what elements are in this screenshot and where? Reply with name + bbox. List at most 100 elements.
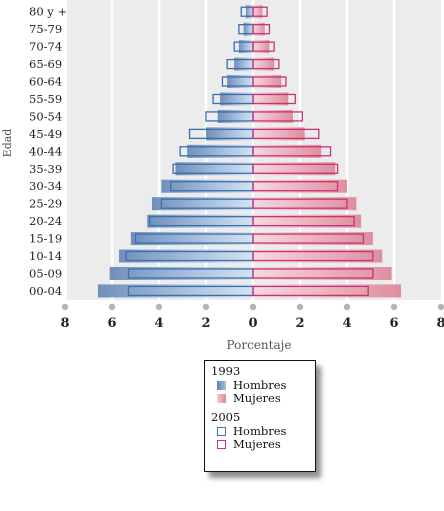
bar-hombres-1993-40-44	[187, 144, 253, 158]
age-label-65-69: 65-69	[29, 57, 62, 71]
bar-mujeres-2005-25-29	[252, 198, 348, 209]
bar-mujeres-1993-70-74	[253, 40, 270, 54]
bar-mujeres-1993-15-19	[253, 232, 373, 246]
y-axis-title: Edad	[1, 129, 14, 158]
age-label-75-79: 75-79	[29, 22, 62, 36]
tick-dot-4	[249, 303, 257, 311]
bar-mujeres-2005-50-54	[252, 111, 303, 122]
bar-hombres-1993-65-69	[234, 57, 253, 71]
age-label-45-49: 45-49	[29, 127, 62, 141]
age-label-30-34: 30-34	[29, 179, 62, 193]
age-label-10-14: 10-14	[29, 249, 62, 263]
bar-mujeres-2005-75-79	[252, 24, 271, 35]
tick-dot-1	[108, 303, 116, 311]
tick-label-4: 0	[248, 316, 257, 331]
legend-item-hombres-2005: Hombres	[217, 425, 309, 438]
age-label-40-44: 40-44	[29, 144, 62, 158]
tick-dot-3	[202, 303, 210, 311]
bar-mujeres-1993-60-64	[253, 75, 282, 89]
age-label-55-59: 55-59	[29, 92, 62, 106]
x-axis: 8 6 4 2 0 2 4 6 8	[60, 303, 444, 331]
legend-item-mujeres-1993: Mujeres	[217, 392, 309, 405]
legend: 1993 Hombres Mujeres 2005 Hombres Mujere…	[204, 360, 316, 472]
bar-mujeres-2005-05-09	[252, 268, 374, 279]
bar-hombres-1993-00-04	[97, 284, 254, 298]
age-labels: 00-04 05-09 10-14 15-19 20-24 25-29 30-34 35-39…	[29, 5, 67, 298]
bar-mujeres-1993-25-29	[253, 197, 357, 211]
bar-hombres-1993-75-79	[243, 22, 253, 36]
bar-hombres-1993-50-54	[217, 109, 253, 123]
bar-mujeres-2005-00-04	[252, 285, 369, 297]
age-label-15-19: 15-19	[29, 232, 62, 246]
legend-swatch-hombres-2005	[217, 427, 226, 436]
bar-mujeres-1993-45-49	[253, 127, 305, 141]
legend-label-mujeres-1993: Mujeres	[233, 391, 281, 405]
legend-year-1993: 1993	[211, 364, 241, 378]
bar-mujeres-2005-30-34	[252, 181, 339, 192]
tick-dot-7	[390, 303, 398, 311]
bar-mujeres-2005-55-59	[252, 93, 296, 105]
x-axis-title: Porcentaje	[227, 338, 292, 352]
bars-1993	[97, 5, 402, 298]
bar-hombres-1993-30-34	[161, 179, 253, 193]
tick-label-8: 8	[436, 316, 444, 331]
bar-mujeres-1993-35-39	[253, 162, 336, 176]
age-label-80 y +: 80 y +	[29, 5, 67, 19]
tick-label-2: 4	[154, 316, 163, 331]
bar-mujeres-2005-65-69	[252, 58, 280, 70]
bar-hombres-1993-05-09	[109, 266, 254, 280]
bar-hombres-1993-70-74	[238, 40, 253, 54]
legend-year-2005: 2005	[211, 410, 241, 424]
tick-label-0: 8	[60, 316, 69, 331]
bar-mujeres-2005-35-39	[252, 163, 339, 174]
legend-label-hombres-1993: Hombres	[233, 378, 287, 392]
age-label-70-74: 70-74	[29, 40, 62, 54]
bar-mujeres-2005-40-44	[252, 146, 332, 157]
tick-label-6: 4	[342, 316, 351, 331]
bar-mujeres-1993-30-34	[253, 179, 347, 193]
bar-hombres-1993-15-19	[130, 232, 253, 246]
bar-hombres-1993-45-49	[206, 127, 253, 141]
bars-2005	[125, 6, 374, 297]
legend-item-mujeres-2005: Mujeres	[217, 438, 309, 451]
tick-label-5: 2	[295, 316, 304, 331]
bar-mujeres-1993-75-79	[253, 22, 265, 36]
age-label-00-04: 00-04	[29, 284, 62, 298]
bar-mujeres-1993-05-09	[253, 266, 392, 280]
bar-mujeres-2005-60-64	[252, 76, 287, 87]
bar-mujeres-1993-80 y +	[253, 5, 263, 19]
age-label-25-29: 25-29	[29, 197, 62, 211]
legend-item-hombres-1993: Hombres	[217, 379, 309, 392]
bar-hombres-1993-20-24	[147, 214, 253, 228]
bar-mujeres-1993-20-24	[253, 214, 362, 228]
bar-mujeres-1993-40-44	[253, 144, 322, 158]
bar-mujeres-2005-10-14	[252, 250, 374, 262]
bar-mujeres-2005-45-49	[252, 128, 320, 140]
tick-dot-2	[155, 303, 163, 311]
tick-label-3: 2	[201, 316, 210, 331]
tick-dot-5	[296, 303, 304, 311]
bar-hombres-1993-55-59	[220, 92, 253, 106]
bar-hombres-1993-60-64	[227, 75, 253, 89]
tick-label-7: 6	[389, 316, 398, 331]
tick-dot-8	[437, 303, 444, 311]
age-label-60-64: 60-64	[29, 75, 62, 89]
age-label-35-39: 35-39	[29, 162, 62, 176]
bar-mujeres-2005-20-24	[252, 215, 355, 227]
bar-mujeres-1993-50-54	[253, 109, 293, 123]
bar-mujeres-1993-65-69	[253, 57, 275, 71]
bar-mujeres-1993-00-04	[253, 284, 402, 298]
bar-mujeres-2005-15-19	[252, 233, 365, 244]
age-label-05-09: 05-09	[29, 266, 62, 280]
tick-dot-6	[343, 303, 351, 311]
age-label-20-24: 20-24	[29, 214, 62, 228]
bar-mujeres-1993-55-59	[253, 92, 289, 106]
legend-swatch-mujeres-1993	[217, 394, 226, 403]
bar-mujeres-2005-70-74	[252, 41, 275, 52]
tick-dot-0	[61, 303, 69, 311]
bar-mujeres-2005-80 y +	[252, 6, 268, 17]
tick-label-1: 6	[107, 316, 116, 331]
legend-label-hombres-2005: Hombres	[233, 424, 287, 438]
bar-hombres-1993-10-14	[119, 249, 253, 263]
